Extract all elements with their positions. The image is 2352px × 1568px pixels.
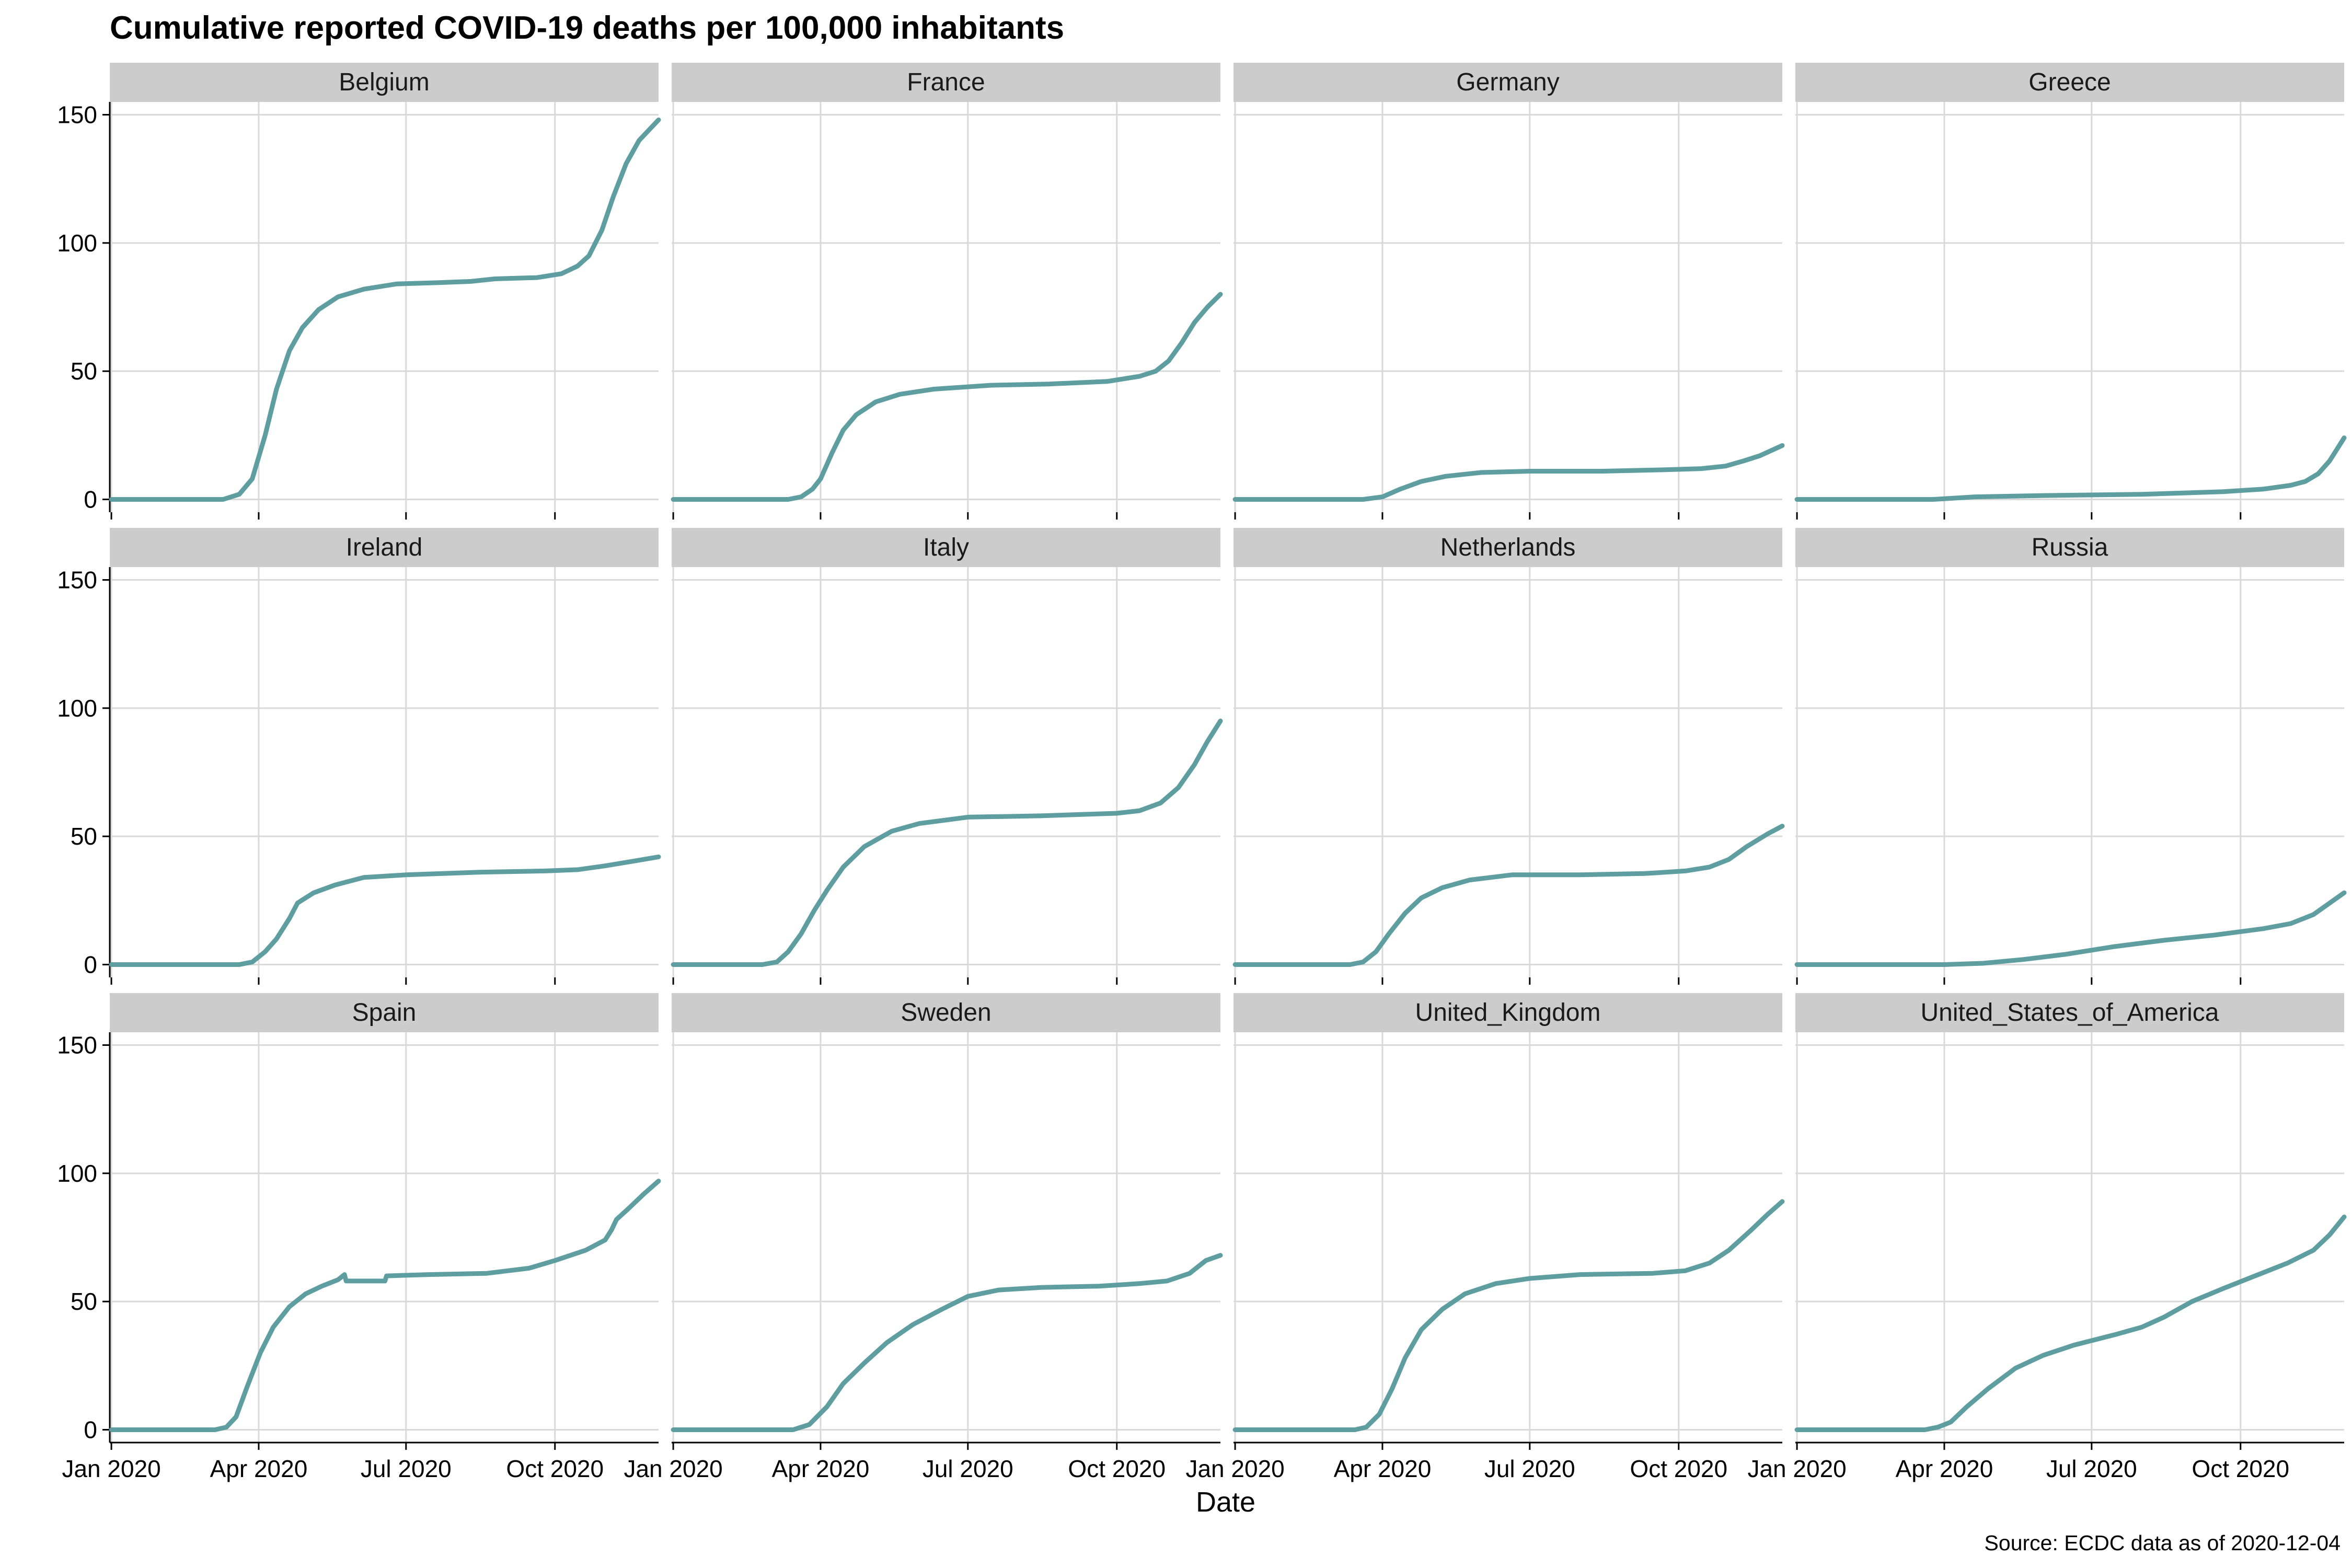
facet-strip xyxy=(110,993,659,1032)
facet-spain: Spain 0 50 100 150 Jan 2020 Apr 2020 Jul 2020 Oc… xyxy=(57,993,661,1482)
facet-label: Italy xyxy=(923,534,969,561)
y-tick-label: 0 xyxy=(84,951,97,978)
facet-italy: Italy xyxy=(671,528,1223,985)
facet-russia: Russia xyxy=(1794,528,2347,985)
facet-strip xyxy=(672,528,1220,567)
x-axis-title: Date xyxy=(1196,1486,1255,1518)
y-tick-label: 150 xyxy=(57,1032,97,1059)
x-tick-label: Oct 2020 xyxy=(2192,1455,2289,1482)
x-tick-label: Jan 2020 xyxy=(1185,1455,1284,1482)
facet-label: Spain xyxy=(352,999,417,1027)
x-tick-label: Jul 2020 xyxy=(923,1455,1013,1482)
y-tick-label: 100 xyxy=(57,695,97,722)
x-tick-label: Jul 2020 xyxy=(1484,1455,1575,1482)
facet-strip xyxy=(1795,63,2344,102)
series-line-belgium xyxy=(109,117,661,502)
facet-belgium: Belgium 0 50 100 150 xyxy=(57,63,661,520)
chart-title: Cumulative reported COVID-19 deaths per … xyxy=(110,10,1064,46)
facet-united-kingdom: United_Kingdom Jan 2020 Apr 2020 Jul 2020 Oc… xyxy=(1185,993,1785,1482)
facet-strip xyxy=(1795,993,2344,1032)
facet-panels: Belgium 0 50 100 150 France Germany Greece Irela… xyxy=(57,63,2347,1482)
x-tick-label: Oct 2020 xyxy=(506,1455,604,1482)
facet-france: France xyxy=(671,63,1223,520)
facet-label: Netherlands xyxy=(1440,534,1576,561)
series-line-germany xyxy=(1232,443,1785,502)
facet-greece: Greece xyxy=(1794,63,2347,520)
series-line-united-states-of-america xyxy=(1794,1214,2347,1432)
caption: Source: ECDC data as of 2020-12-04 xyxy=(1985,1531,2341,1555)
series-line-ireland xyxy=(109,854,661,967)
y-tick-label: 150 xyxy=(57,101,97,129)
facet-strip xyxy=(110,528,659,567)
series-line-greece xyxy=(1794,435,2347,502)
x-tick-label: Jul 2020 xyxy=(2046,1455,2137,1482)
facet-strip xyxy=(1233,63,1782,102)
x-tick-label: Apr 2020 xyxy=(1896,1455,1993,1482)
facet-label: Sweden xyxy=(901,999,991,1027)
x-tick-label: Oct 2020 xyxy=(1068,1455,1166,1482)
y-tick-label: 100 xyxy=(57,229,97,257)
x-tick-label: Jan 2020 xyxy=(624,1455,722,1482)
facet-label: France xyxy=(907,68,985,96)
facet-germany: Germany xyxy=(1232,63,1785,520)
series-line-sweden xyxy=(671,1253,1223,1432)
facet-strip xyxy=(1233,993,1782,1032)
y-tick-label: 0 xyxy=(84,1416,97,1443)
series-line-france xyxy=(671,292,1223,502)
facet-strip xyxy=(672,63,1220,102)
x-tick-label: Apr 2020 xyxy=(1334,1455,1432,1482)
facet-strip xyxy=(110,63,659,102)
x-tick-label: Oct 2020 xyxy=(1630,1455,1727,1482)
facet-label: United_Kingdom xyxy=(1415,999,1601,1027)
y-tick-label: 0 xyxy=(84,486,97,513)
facet-strip xyxy=(1233,528,1782,567)
facet-label: Ireland xyxy=(346,534,423,561)
y-tick-label: 100 xyxy=(57,1160,97,1187)
facet-sweden: Sweden Jan 2020 Apr 2020 Jul 2020 Oct 2020 xyxy=(624,993,1223,1482)
facet-label: Germany xyxy=(1456,68,1559,96)
facet-strip xyxy=(1795,528,2344,567)
facet-ireland: Ireland 0 50 100 150 xyxy=(57,528,661,985)
x-tick-label: Jul 2020 xyxy=(361,1455,452,1482)
facet-label: Belgium xyxy=(339,68,429,96)
series-line-italy xyxy=(671,718,1223,967)
x-tick-label: Apr 2020 xyxy=(772,1455,870,1482)
series-line-russia xyxy=(1794,890,2347,967)
y-tick-label: 150 xyxy=(57,567,97,594)
y-tick-label: 50 xyxy=(71,823,97,850)
x-tick-label: Jan 2020 xyxy=(62,1455,160,1482)
series-line-netherlands xyxy=(1232,824,1785,967)
facet-label: Russia xyxy=(2032,534,2108,561)
series-line-united-kingdom xyxy=(1232,1199,1785,1432)
facet-strip xyxy=(672,993,1220,1032)
x-tick-label: Apr 2020 xyxy=(210,1455,308,1482)
x-tick-label: Jan 2020 xyxy=(1747,1455,1846,1482)
facet-united-states-of-america: United_States_of_America Jan 2020 Apr 2020… xyxy=(1747,993,2347,1482)
facet-label: United_States_of_America xyxy=(1921,999,2219,1027)
series-line-spain xyxy=(109,1179,661,1432)
facet-netherlands: Netherlands xyxy=(1232,528,1785,985)
y-tick-label: 50 xyxy=(71,1288,97,1315)
facet-label: Greece xyxy=(2028,68,2111,96)
y-tick-label: 50 xyxy=(71,358,97,385)
